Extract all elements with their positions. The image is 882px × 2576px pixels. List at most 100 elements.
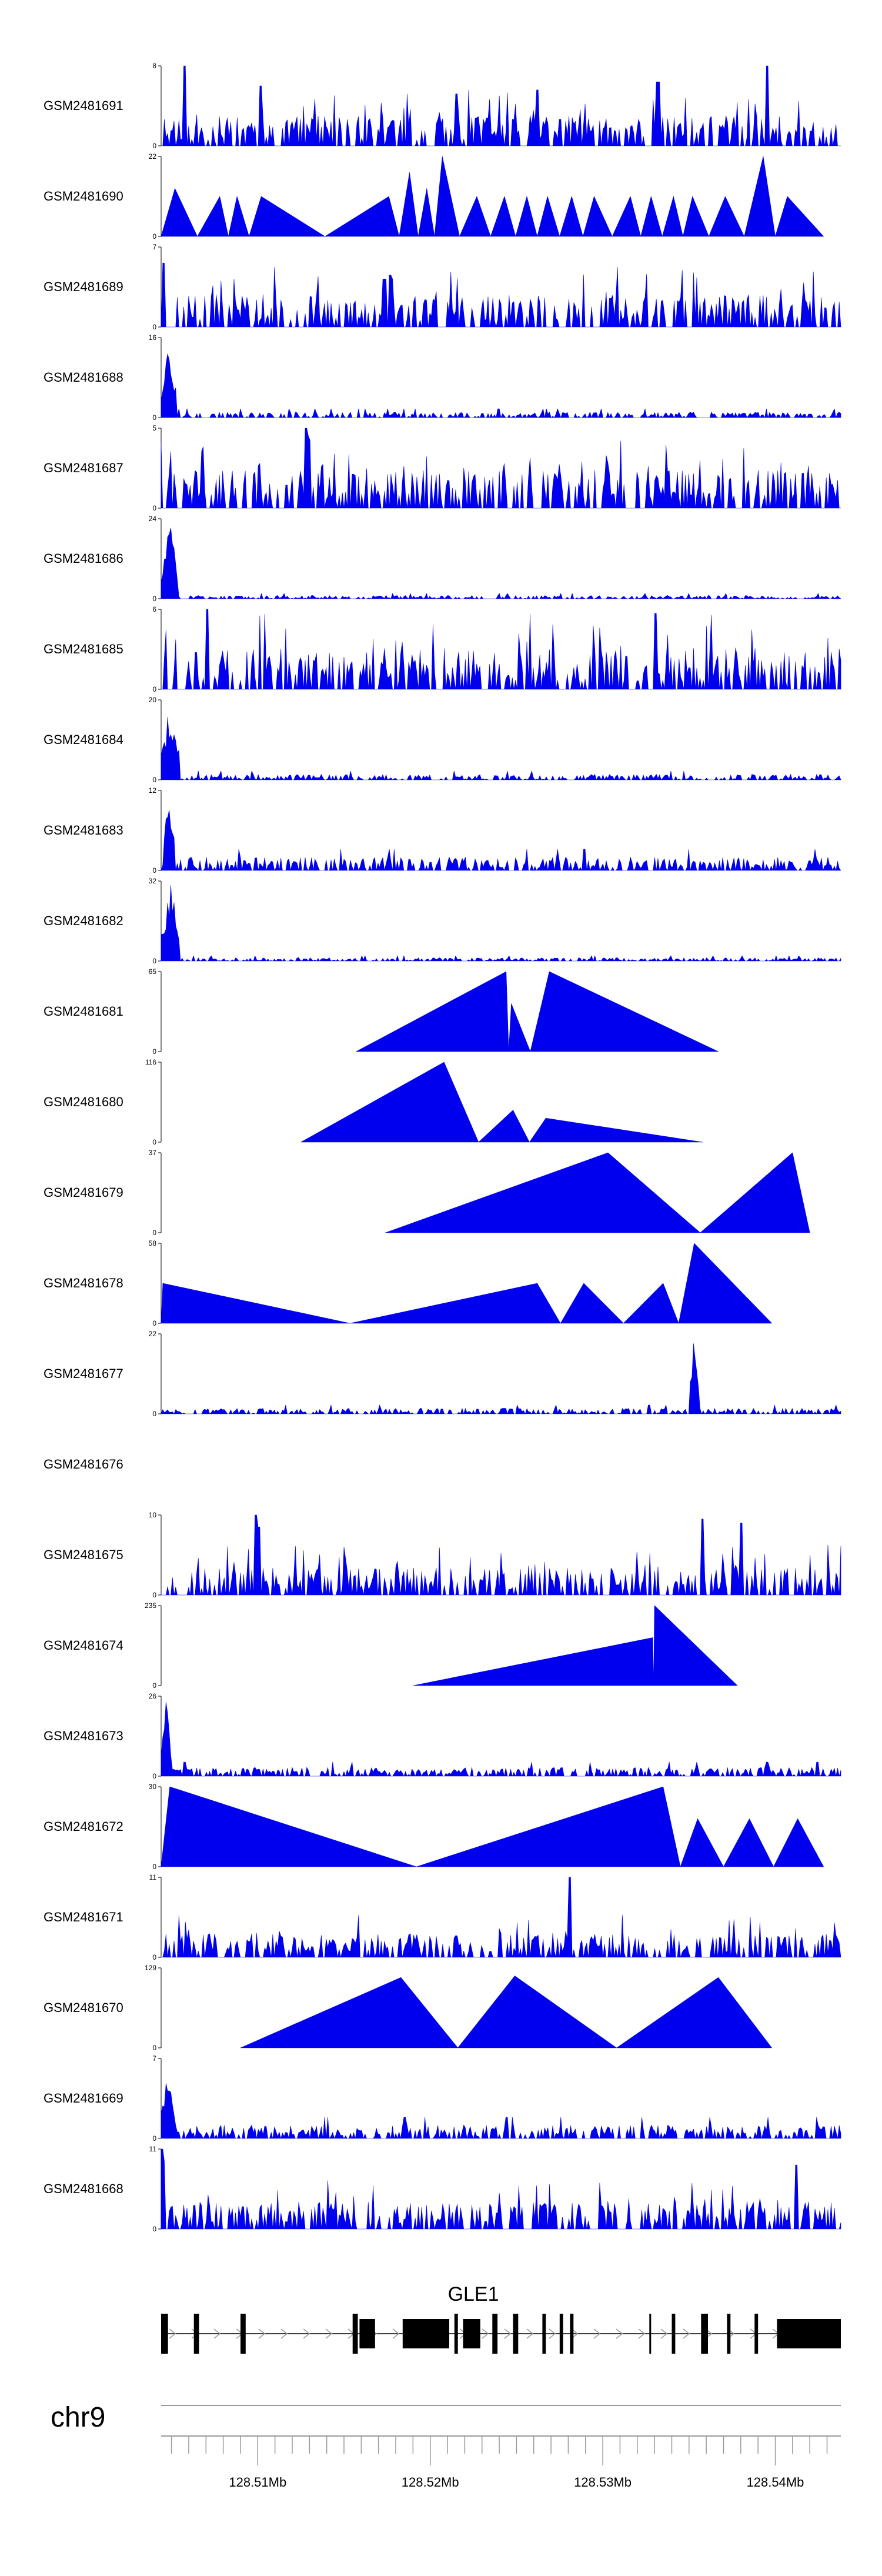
strand-arrow [683, 2328, 690, 2339]
track-gsm2481678: GSM2481678 58 0 [44, 1239, 772, 1327]
strand-arrow [593, 2328, 601, 2339]
y-min-label: 0 [152, 1591, 156, 1599]
track-gsm2481674: GSM2481674 235 0 [44, 1601, 738, 1690]
x-tick-label: 128.54Mb [747, 2475, 804, 2490]
track-label: GSM2481675 [44, 1547, 123, 1562]
track-label: GSM2481677 [44, 1366, 123, 1381]
y-max-label: 129 [145, 1964, 156, 1972]
exon [513, 2314, 519, 2354]
y-max-label: 7 [152, 243, 156, 251]
y-min-label: 0 [152, 1681, 156, 1690]
track-label: GSM2481682 [44, 913, 123, 928]
track-label: GSM2481668 [44, 2181, 123, 2196]
signal-area [161, 262, 841, 328]
track-label: GSM2481688 [44, 370, 123, 385]
y-max-label: 11 [149, 2145, 157, 2153]
y-min-label: 0 [152, 866, 156, 875]
y-max-label: 20 [149, 696, 157, 704]
strand-arrow [549, 2328, 556, 2339]
track-label: GSM2481689 [44, 279, 123, 294]
exon [754, 2314, 759, 2354]
y-max-label: 10 [149, 1511, 157, 1519]
y-min-label: 0 [152, 1047, 156, 1056]
chromosome-label: chr9 [51, 2402, 105, 2433]
y-min-label: 0 [152, 957, 156, 965]
signal-area [161, 428, 841, 509]
signal-area [161, 528, 841, 599]
y-max-label: 5 [152, 424, 156, 432]
y-min-label: 0 [152, 2134, 156, 2143]
y-max-label: 22 [149, 1330, 157, 1338]
exon [559, 2314, 563, 2354]
track-gsm2481673: GSM2481673 26 0 [44, 1692, 841, 1780]
y-max-label: 24 [149, 515, 157, 523]
track-label: GSM2481687 [44, 461, 123, 475]
signal-area [161, 1243, 772, 1324]
track-gsm2481682: GSM2481682 32 0 [44, 877, 841, 965]
signal-area [161, 1514, 841, 1596]
exon [193, 2314, 199, 2354]
strand-arrow [638, 2328, 646, 2339]
signal-area [161, 1786, 824, 1867]
track-label: GSM2481671 [44, 1910, 123, 1924]
signal-area [161, 1701, 841, 1777]
track-gsm2481684: GSM2481684 20 0 [44, 696, 841, 784]
exon [359, 2319, 375, 2348]
signal-area [161, 1343, 841, 1414]
y-max-label: 12 [149, 786, 157, 795]
exon [352, 2314, 358, 2354]
y-min-label: 0 [152, 413, 156, 422]
y-max-label: 7 [152, 2054, 156, 2063]
y-min-label: 0 [152, 232, 156, 241]
signal-area [413, 1605, 738, 1686]
y-max-label: 58 [149, 1239, 157, 1247]
track-gsm2481675: GSM2481675 10 0 [44, 1511, 841, 1599]
signal-area [161, 885, 841, 962]
track-label: GSM2481680 [44, 1095, 123, 1109]
track-gsm2481683: GSM2481683 12 0 [44, 786, 841, 875]
signal-area [385, 1152, 810, 1233]
track-label: GSM2481683 [44, 823, 123, 837]
track-gsm2481676: GSM2481676 [44, 1457, 123, 1471]
strand-arrow [325, 2328, 333, 2339]
signal-area [240, 1976, 772, 2048]
track-label: GSM2481669 [44, 2091, 123, 2105]
y-min-label: 0 [152, 2044, 156, 2052]
signal-area [161, 717, 841, 780]
y-min-label: 0 [152, 685, 156, 693]
track-gsm2481672: GSM2481672 30 0 [44, 1783, 824, 1871]
strand-arrow [504, 2328, 512, 2339]
strand-arrow [213, 2328, 221, 2339]
y-min-label: 0 [152, 1953, 156, 1961]
track-label: GSM2481678 [44, 1276, 123, 1290]
y-max-label: 16 [149, 333, 157, 342]
y-min-label: 0 [152, 504, 156, 512]
strand-arrow [280, 2328, 288, 2339]
track-label: GSM2481670 [44, 2000, 123, 2015]
y-max-label: 6 [152, 605, 156, 613]
track-gsm2481685: GSM2481685 6 0 [44, 605, 841, 693]
x-tick-label: 128.53Mb [574, 2475, 632, 2490]
signal-area [161, 156, 824, 237]
track-gsm2481681: GSM2481681 65 0 [44, 967, 719, 1056]
y-min-label: 0 [152, 1410, 156, 1418]
track-gsm2481680: GSM2481680 116 0 [44, 1058, 703, 1146]
strand-arrow [392, 2328, 400, 2339]
exon [492, 2314, 498, 2354]
gene-track: GLE1 [161, 2283, 841, 2354]
track-gsm2481689: GSM2481689 7 0 [44, 243, 841, 331]
track-gsm2481677: GSM2481677 22 0 [44, 1330, 841, 1418]
track-label: GSM2481679 [44, 1185, 123, 1200]
y-min-label: 0 [152, 323, 156, 331]
track-label: GSM2481690 [44, 189, 123, 203]
y-max-label: 30 [149, 1783, 157, 1791]
signal-area [161, 609, 841, 690]
track-label: GSM2481681 [44, 1004, 123, 1019]
signal-area [161, 1877, 841, 1958]
signal-area [300, 1062, 703, 1143]
y-max-label: 235 [145, 1601, 156, 1610]
y-min-label: 0 [152, 1863, 156, 1871]
y-max-label: 11 [149, 1873, 157, 1881]
track-gsm2481670: GSM2481670 129 0 [44, 1964, 772, 2052]
strand-arrow [571, 2328, 579, 2339]
